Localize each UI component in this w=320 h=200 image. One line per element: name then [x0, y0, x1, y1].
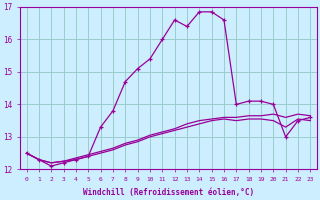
- X-axis label: Windchill (Refroidissement éolien,°C): Windchill (Refroidissement éolien,°C): [83, 188, 254, 197]
